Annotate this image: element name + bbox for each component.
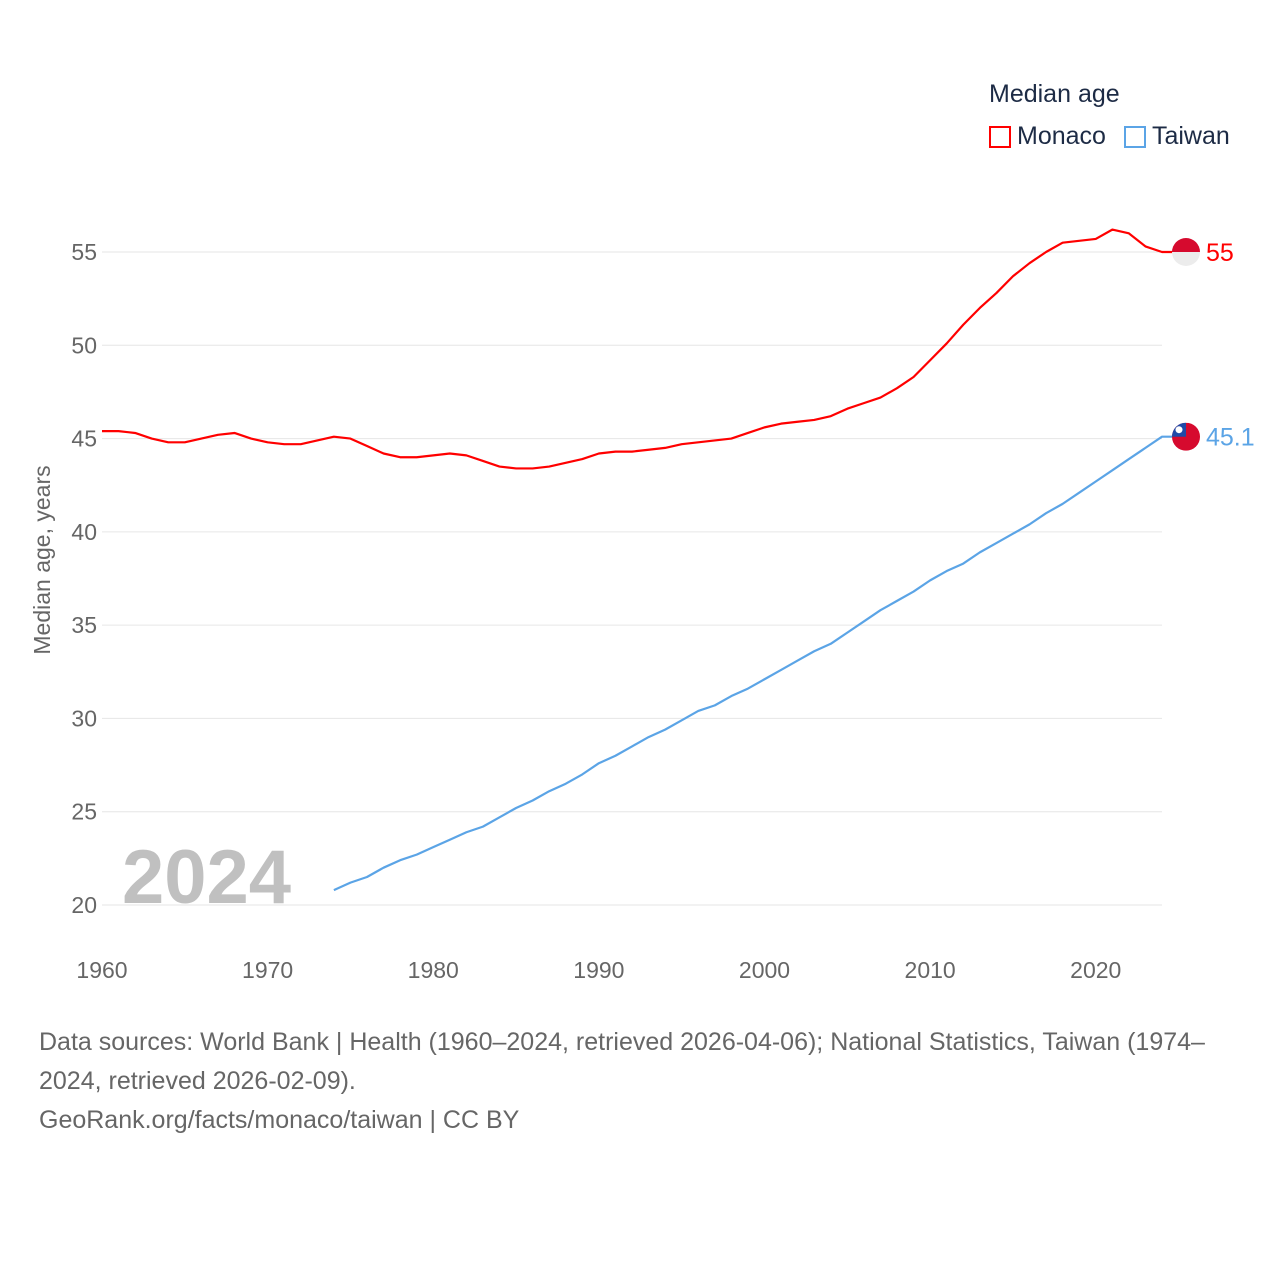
end-label-taiwan: 45.1 <box>1206 424 1255 452</box>
taiwan-flag-icon <box>1172 422 1200 451</box>
monaco-flag-icon <box>1172 238 1200 266</box>
y-tick-label: 45 <box>71 426 97 452</box>
legend-item-monaco[interactable]: Monaco <box>989 122 1106 151</box>
credit-link[interactable]: GeoRank.org/facts/monaco/taiwan | CC BY <box>39 1106 520 1134</box>
legend-label-taiwan: Taiwan <box>1151 122 1230 150</box>
legend-swatch-monaco <box>989 125 1011 148</box>
data-sources: Data sources: World Bank | Health (1960–… <box>39 1028 1205 1095</box>
x-tick-label: 1980 <box>408 957 459 983</box>
x-tick-label: 1990 <box>573 957 624 983</box>
series-line-monaco[interactable] <box>102 228 1186 470</box>
end-label-monaco: 55 <box>1206 239 1234 267</box>
x-tick-label: 1970 <box>242 957 293 983</box>
x-tick-label: 2020 <box>1070 957 1121 983</box>
x-tick-label: 2000 <box>739 957 790 983</box>
legend: Monaco Taiwan <box>989 122 1230 151</box>
y-tick-label: 40 <box>71 519 97 545</box>
legend-item-taiwan[interactable]: Taiwan <box>1123 122 1230 151</box>
line-chart: 20 25 30 35 40 45 50 55 1960 1970 1980 1990 2000 2010… <box>29 228 1255 983</box>
legend-swatch-taiwan <box>1123 125 1146 148</box>
year-watermark: 2024 <box>122 835 291 920</box>
x-tick-label: 2010 <box>905 957 956 983</box>
y-tick-label: 20 <box>71 892 97 918</box>
y-tick-label: 50 <box>71 332 97 358</box>
legend-label-monaco: Monaco <box>1017 122 1106 150</box>
footer: Data sources: World Bank | Health (1960–… <box>39 1023 1249 1140</box>
legend-title: Median age <box>989 80 1120 108</box>
y-tick-label: 55 <box>71 239 97 265</box>
series-line-taiwan[interactable] <box>333 435 1186 892</box>
y-axis-label: Median age, years <box>29 465 55 654</box>
x-tick-label: 1960 <box>76 957 127 983</box>
y-tick-label: 35 <box>71 612 97 638</box>
y-tick-label: 30 <box>71 705 97 731</box>
y-tick-label: 25 <box>71 799 97 825</box>
